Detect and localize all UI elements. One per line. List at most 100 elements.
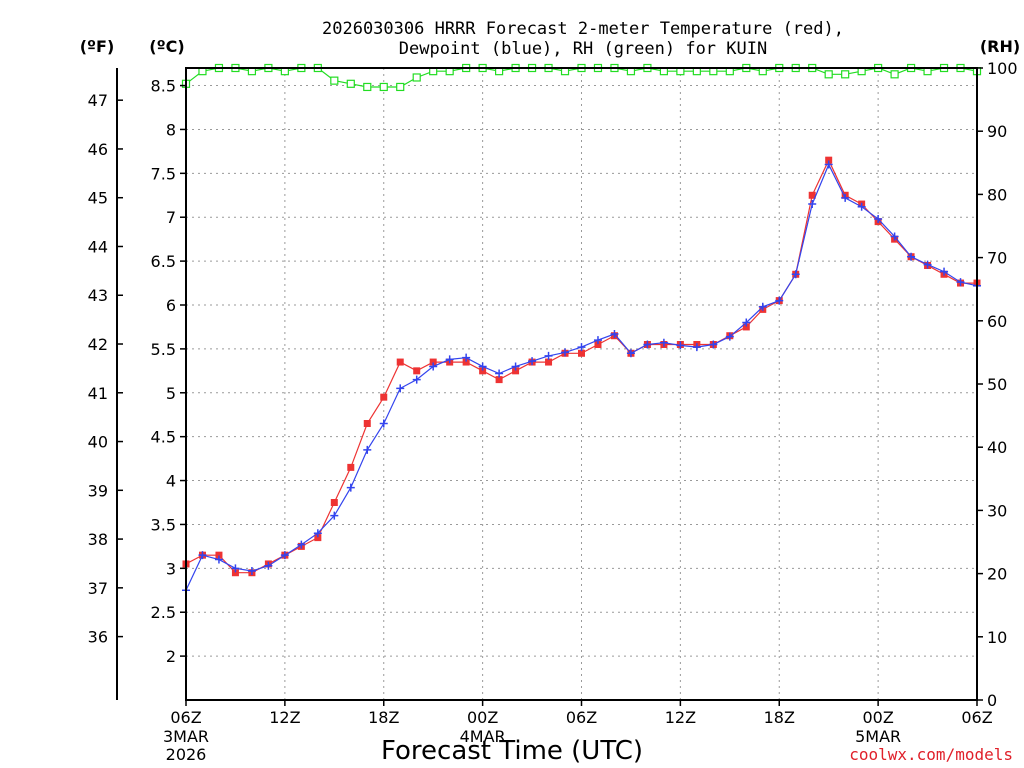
dewpoint-point xyxy=(692,343,701,352)
temperature-line xyxy=(185,158,977,574)
axis-ticks: 22.533.544.555.566.577.588.506Z3MAR20261… xyxy=(88,59,1018,764)
dewpoint-point xyxy=(808,200,817,209)
dewpoint-point xyxy=(676,341,685,350)
grid-lines xyxy=(185,68,978,700)
x-tick-label: 18Z xyxy=(368,708,399,727)
dewpoint-point xyxy=(544,351,553,360)
dewpoint-point xyxy=(445,355,454,364)
fahrenheit-tick-label: 39 xyxy=(88,481,108,500)
rh-unit-label: (RH) xyxy=(980,37,1020,56)
temperature-point xyxy=(314,534,322,542)
celsius-tick-label: 5.5 xyxy=(151,340,176,359)
dewpoint-point xyxy=(610,329,619,338)
x-axis-label: Forecast Time (UTC) xyxy=(381,736,643,766)
x-tick-label: 00Z xyxy=(862,708,893,727)
celsius-unit-label: (ºC) xyxy=(149,37,184,56)
chart-title-line1: 2026030306 HRRR Forecast 2-meter Tempera… xyxy=(322,19,844,39)
rh-tick-label: 50 xyxy=(987,375,1007,394)
dewpoint-point xyxy=(626,349,635,358)
fahrenheit-tick-label: 42 xyxy=(88,335,108,354)
celsius-tick-label: 2.5 xyxy=(151,603,176,622)
dewpoint-point xyxy=(742,318,751,327)
temperature-point xyxy=(479,367,487,375)
x-tick-label: 18Z xyxy=(764,708,795,727)
dewpoint-point xyxy=(561,348,570,357)
fahrenheit-tick-label: 38 xyxy=(88,530,108,549)
rh-point xyxy=(346,79,355,88)
temperature-point xyxy=(347,463,355,471)
dewpoint-point xyxy=(231,564,240,573)
dewpoint-point xyxy=(890,232,899,241)
rh-tick-label: 0 xyxy=(987,691,997,710)
dewpoint-point xyxy=(198,551,207,560)
celsius-tick-label: 6 xyxy=(166,296,176,315)
celsius-tick-label: 7.5 xyxy=(151,164,176,183)
x-year-label: 2026 xyxy=(166,745,207,764)
rh-point xyxy=(396,82,405,92)
rh-tick-label: 60 xyxy=(987,312,1007,331)
series-layer xyxy=(181,63,982,595)
x-tick-label: 12Z xyxy=(269,708,300,727)
temperature-point xyxy=(429,358,437,366)
dewpoint-point xyxy=(429,362,438,371)
celsius-tick-label: 4.5 xyxy=(151,428,176,447)
x-tick-label: 12Z xyxy=(665,708,696,727)
dewpoint-point xyxy=(841,193,850,202)
dewpoint-point xyxy=(495,369,504,378)
fahrenheit-tick-label: 40 xyxy=(88,433,108,452)
celsius-tick-label: 4 xyxy=(166,472,176,491)
plot-frame xyxy=(185,67,978,701)
dewpoint-point xyxy=(412,375,421,384)
fahrenheit-tick-label: 37 xyxy=(88,579,108,598)
temperature-point xyxy=(330,499,338,506)
rh-point xyxy=(363,82,372,92)
dewpoint-point xyxy=(758,302,767,311)
fahrenheit-tick-label: 41 xyxy=(88,384,108,403)
dewpoint-point xyxy=(280,551,289,560)
fahrenheit-tick-label: 44 xyxy=(88,237,108,256)
rh-tick-label: 80 xyxy=(987,185,1007,204)
rh-point xyxy=(379,82,388,92)
temperature-point xyxy=(495,376,503,384)
chart-title-line2: Dewpoint (blue), RH (green) for KUIN xyxy=(399,39,767,59)
dewpoint-point xyxy=(528,357,537,366)
fahrenheit-tick-label: 43 xyxy=(88,286,108,305)
temperature-point xyxy=(578,349,585,357)
dewpoint-point xyxy=(725,332,734,341)
temperature-point xyxy=(462,358,470,366)
temperature-point xyxy=(413,367,421,375)
dewpoint-point xyxy=(956,278,965,287)
dewpoint-point xyxy=(462,353,471,362)
x-date-label: 5MAR xyxy=(855,727,901,746)
celsius-tick-label: 3.5 xyxy=(151,515,176,534)
dewpoint-point xyxy=(775,296,784,305)
celsius-tick-label: 3 xyxy=(166,559,176,578)
x-date-label: 3MAR xyxy=(163,727,209,746)
temperature-point xyxy=(396,358,404,366)
dewpoint-point xyxy=(874,214,883,223)
dewpoint-point xyxy=(659,338,668,347)
rh-point xyxy=(841,70,850,79)
dewpoint-line xyxy=(185,163,978,591)
temperature-point xyxy=(742,323,750,331)
celsius-tick-label: 7 xyxy=(166,208,176,227)
celsius-tick-label: 8 xyxy=(166,120,176,139)
dewpoint-point xyxy=(363,445,372,454)
x-tick-label: 00Z xyxy=(467,708,498,727)
celsius-tick-label: 8.5 xyxy=(151,77,176,96)
dewpoint-point xyxy=(824,160,833,169)
temperature-point xyxy=(363,420,371,427)
dewpoint-point xyxy=(346,483,355,492)
celsius-tick-label: 6.5 xyxy=(151,252,176,271)
rh-point xyxy=(412,73,421,82)
dewpoint-point xyxy=(264,561,273,570)
fahrenheit-tick-label: 45 xyxy=(88,189,108,208)
credit-text: coolwx.com/models xyxy=(849,745,1013,764)
rh-point xyxy=(330,76,339,85)
rh-point xyxy=(824,70,833,79)
temperature-point xyxy=(231,569,239,577)
dewpoint-point xyxy=(923,260,932,269)
dewpoint-point xyxy=(577,343,586,352)
rh-tick-label: 90 xyxy=(987,122,1007,141)
